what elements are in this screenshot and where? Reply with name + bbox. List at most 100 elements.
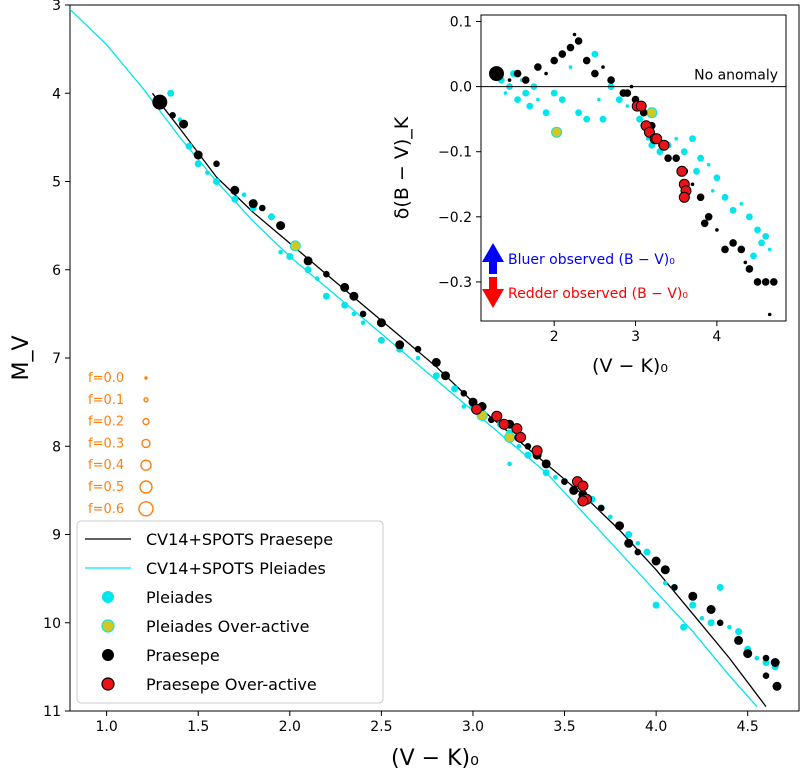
inset-data-point [767,247,772,252]
main-x-tick-label: 4.0 [645,719,667,735]
inset-data-point [542,109,550,117]
main-data-point [377,336,385,344]
inset-data-point [767,312,772,317]
inset-data-point [700,219,709,228]
main-data-point [727,624,732,630]
inset-data-point [615,96,623,103]
inset-data-point [746,213,753,221]
inset-arrows: Bluer observed (B − V)₀ Redder observed (… [482,243,688,308]
main-data-point [205,170,210,175]
inset-y-tick-label: −0.2 [438,210,472,226]
redder-arrow-shaft [489,277,497,289]
inset-data-point [514,96,521,103]
legend-marker [101,677,115,691]
legend-marker [102,591,114,603]
inset-data-point [601,65,605,69]
inset-reference-line: No anomaly [481,68,786,88]
inset-y-tick-label: 0.0 [450,80,472,96]
main-data-point [707,619,715,627]
main-data-point [660,565,670,575]
inset-data-point [674,136,678,141]
inset-data-point [672,154,680,162]
no-anomaly-label: No anomaly [694,68,778,84]
main-data-point [706,605,716,614]
main-data-point [663,580,668,586]
main-data-point [376,318,386,328]
main-data-point [340,282,350,292]
inset-data-point [522,89,530,97]
inset-data-point [521,76,530,84]
main-data-point [597,504,605,512]
main-data-point [577,495,589,507]
inset-y-tick-label: −0.1 [438,145,472,161]
inset-data-point [711,189,715,193]
main-data-point [716,583,724,591]
inset-data-point [591,69,599,78]
inset-data-point [635,100,647,112]
inset-data-point [693,167,700,175]
inset-x-tick-label: 3 [631,329,640,345]
main-data-point [359,310,367,318]
main-data-point [689,601,697,609]
main-data-point [643,548,651,556]
spot-fraction-label: f=0.2 [88,415,124,430]
main-series-group [70,8,782,708]
legend-marker [102,649,114,661]
main-data-point [322,292,330,300]
legend-label: Pleiades Over-active [146,617,309,636]
inset-data-point [507,78,512,82]
inset-y-tick-label: 0.1 [450,15,472,31]
main-data-point [167,89,175,97]
inset-data-point [658,139,670,151]
main-data-point [289,240,301,252]
main-data-point [451,385,459,393]
inset-data-point [750,252,757,260]
main-data-point [531,445,543,457]
main-data-point [762,672,770,679]
main-data-point [185,142,193,150]
main-data-point [461,404,467,409]
main-data-point [577,480,589,492]
main-data-point [169,112,176,119]
inset-data-point [729,206,737,214]
inset-data-point [664,154,672,162]
inset-data-point [706,162,711,167]
inset-data-point [737,245,746,254]
main-data-point [772,681,782,691]
main-data-point [241,192,247,197]
inset-data-point [591,50,599,58]
main-x-tick-label: 2.5 [370,719,392,735]
spot-fraction-label: f=0.3 [88,436,124,451]
inset-data-point [623,89,632,97]
main-data-point [608,514,613,520]
main-data-point [553,474,558,480]
inset-data-point [558,96,566,103]
main-data-point [716,619,724,627]
main-data-point [194,160,202,168]
main-data-point [515,431,527,443]
inset-data-point [582,56,591,65]
main-data-point [460,390,468,397]
main-y-tick-label: 4 [52,86,61,102]
main-x-tick-label: 3.0 [462,719,484,735]
main-data-point [498,418,510,430]
spot-fraction-marker [144,376,148,380]
inset-data-point [572,32,577,37]
inset-data-point [645,136,650,141]
main-data-point [743,649,753,659]
main-data-point [542,469,550,477]
main-data-point [762,654,770,662]
main-data-point [624,538,634,548]
main-data-point [507,461,512,467]
main-data-point [699,616,705,621]
inset-data-point [534,63,542,71]
main-data-point [341,301,349,309]
spot-fraction-marker [139,480,153,494]
main-data-point [395,340,405,350]
inset-data-point [551,126,563,138]
main-data-point [569,485,579,495]
main-x-tick-label: 1.5 [187,719,209,735]
inset-data-point [550,56,558,65]
inset-data-point [761,278,770,286]
